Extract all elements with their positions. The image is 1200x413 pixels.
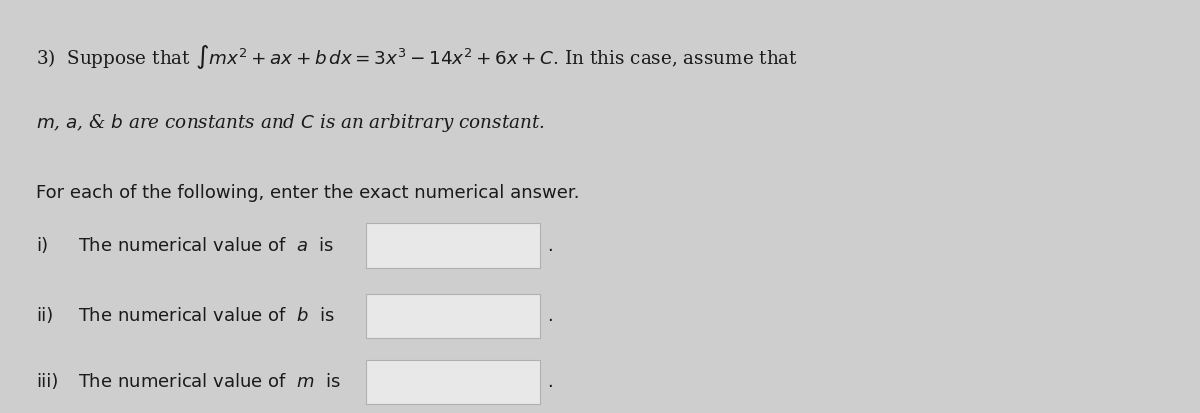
Text: .: . (547, 307, 553, 325)
FancyBboxPatch shape (366, 223, 540, 268)
Text: iii): iii) (36, 373, 59, 391)
Text: The numerical value of  $a$  is: The numerical value of $a$ is (78, 237, 335, 255)
Text: 3)  Suppose that $\int mx^2 + ax + b\, dx = 3x^3 - 14x^2 + 6x + C$. In this case: 3) Suppose that $\int mx^2 + ax + b\, dx… (36, 43, 798, 71)
Text: The numerical value of  $m$  is: The numerical value of $m$ is (78, 373, 341, 391)
FancyBboxPatch shape (366, 360, 540, 404)
Text: i): i) (36, 237, 48, 255)
Text: ii): ii) (36, 307, 53, 325)
Text: .: . (547, 373, 553, 391)
Text: $m$, $a$, & $b$ are constants and $C$ is an arbitrary constant.: $m$, $a$, & $b$ are constants and $C$ is… (36, 112, 545, 133)
Text: .: . (547, 237, 553, 255)
Text: The numerical value of  $b$  is: The numerical value of $b$ is (78, 307, 335, 325)
FancyBboxPatch shape (366, 294, 540, 338)
Text: For each of the following, enter the exact numerical answer.: For each of the following, enter the exa… (36, 184, 580, 202)
